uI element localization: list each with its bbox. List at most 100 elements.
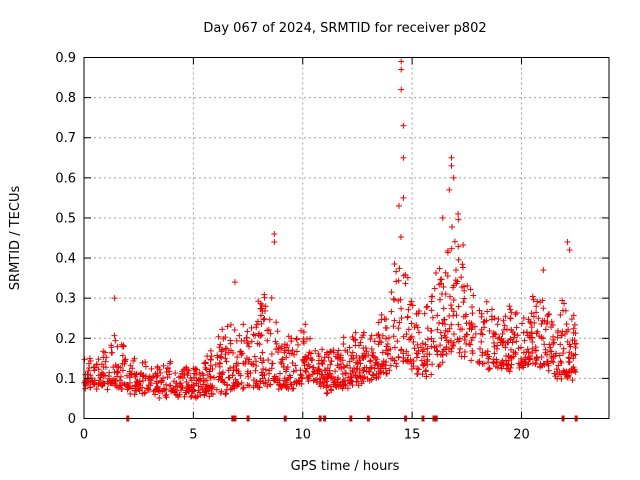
- data-point: [380, 358, 387, 365]
- data-point: [533, 303, 540, 310]
- data-point: [253, 380, 260, 387]
- data-point: [533, 309, 540, 316]
- data-point: [309, 371, 316, 378]
- data-point: [157, 388, 164, 395]
- data-point: [133, 371, 140, 378]
- data-point: [136, 387, 143, 394]
- data-point: [264, 337, 271, 344]
- data-point: [216, 344, 223, 351]
- data-point: [460, 313, 467, 320]
- data-point: [301, 359, 308, 366]
- data-point: [421, 361, 428, 368]
- data-point-peak: [396, 202, 402, 209]
- data-point: [223, 345, 230, 352]
- data-point: [327, 383, 334, 390]
- data-point: [402, 280, 409, 287]
- data-point: [205, 383, 212, 390]
- data-point: [244, 382, 251, 389]
- data-point: [528, 310, 535, 317]
- data-point: [150, 373, 157, 380]
- data-point: [377, 365, 384, 372]
- data-point: [468, 337, 475, 344]
- data-point: [376, 334, 383, 341]
- data-point: [223, 381, 230, 388]
- data-point: [344, 385, 351, 392]
- data-point: [251, 353, 258, 360]
- data-point: [284, 376, 291, 383]
- data-point: [360, 329, 367, 336]
- data-point: [261, 291, 268, 298]
- data-point: [418, 357, 425, 364]
- data-point: [371, 365, 378, 372]
- data-point: [142, 359, 149, 366]
- data-point: [321, 375, 328, 382]
- data-point: [335, 347, 342, 354]
- data-point: [323, 351, 330, 358]
- data-point: [105, 373, 112, 380]
- data-point: [548, 348, 555, 355]
- data-point: [255, 298, 262, 305]
- data-point: [216, 373, 223, 380]
- data-point: [98, 361, 105, 368]
- data-point: [541, 361, 548, 368]
- data-point: [264, 383, 271, 390]
- data-point: [330, 349, 337, 356]
- data-point: [405, 306, 412, 313]
- data-point: [434, 326, 441, 333]
- data-point: [438, 335, 445, 342]
- data-point: [570, 312, 577, 319]
- data-point: [157, 370, 164, 377]
- data-point: [201, 392, 208, 399]
- data-point: [408, 320, 415, 327]
- data-point: [282, 382, 289, 389]
- data-point: [557, 358, 564, 365]
- data-point: [468, 357, 475, 364]
- data-point: [238, 379, 245, 386]
- data-point: [435, 319, 442, 326]
- data-point: [234, 354, 241, 361]
- data-point: [443, 350, 450, 357]
- data-point: [340, 376, 347, 383]
- data-point: [390, 333, 397, 340]
- data-point: [172, 370, 179, 377]
- data-point: [568, 350, 575, 357]
- data-point: [520, 329, 527, 336]
- data-point: [353, 378, 360, 385]
- data-point: [148, 379, 155, 386]
- data-point: [132, 383, 139, 390]
- data-point: [508, 309, 515, 316]
- data-point: [378, 361, 385, 368]
- data-point: [442, 334, 449, 341]
- data-point: [266, 316, 273, 323]
- data-point: [535, 315, 542, 322]
- data-point: [223, 358, 230, 365]
- data-point: [230, 379, 237, 386]
- data-point: [503, 360, 510, 367]
- data-point: [207, 347, 214, 354]
- data-point: [95, 366, 102, 373]
- data-point: [174, 383, 181, 390]
- data-point: [194, 393, 201, 400]
- data-point: [385, 334, 392, 341]
- data-point: [200, 372, 207, 379]
- data-point: [133, 370, 140, 377]
- data-point: [207, 373, 214, 380]
- data-point: [340, 379, 347, 386]
- data-point: [327, 370, 334, 377]
- data-point: [483, 298, 490, 305]
- data-point: [438, 280, 445, 287]
- data-point: [353, 359, 360, 366]
- data-point: [563, 371, 570, 378]
- data-point: [89, 377, 96, 384]
- y-tick-label: 0.8: [55, 91, 76, 106]
- data-point: [111, 369, 118, 376]
- data-point: [408, 298, 415, 305]
- data-point: [232, 376, 239, 383]
- data-point: [362, 344, 369, 351]
- data-point: [428, 307, 435, 314]
- data-point: [117, 373, 124, 380]
- data-point: [99, 382, 106, 389]
- data-point: [429, 361, 436, 368]
- data-point: [480, 319, 487, 326]
- data-point: [304, 374, 311, 381]
